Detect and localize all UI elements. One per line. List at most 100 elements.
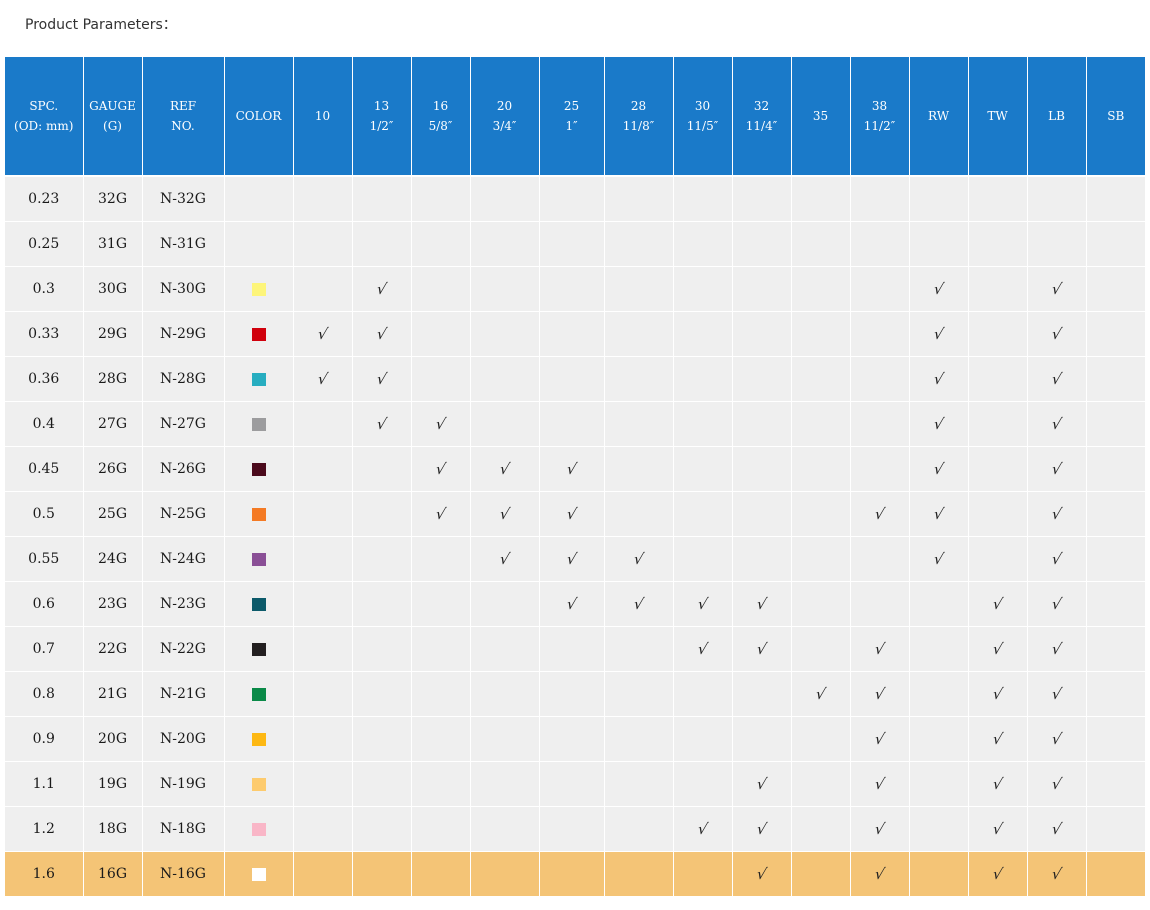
cell-28 bbox=[604, 446, 674, 492]
cell-30: √ bbox=[673, 626, 733, 672]
cell-10 bbox=[293, 401, 353, 447]
check-mark-icon: √ bbox=[497, 550, 512, 568]
column-header: 32 11/4″ bbox=[732, 57, 792, 176]
cell-16 bbox=[411, 761, 471, 807]
cell-10 bbox=[293, 266, 353, 312]
cell-13 bbox=[352, 491, 412, 537]
cell-sb bbox=[1086, 536, 1145, 582]
cell-ref: N-25G bbox=[142, 491, 225, 537]
cell-tw bbox=[968, 401, 1028, 447]
cell-10 bbox=[293, 671, 353, 717]
column-header: 20 3/4″ bbox=[470, 57, 540, 176]
check-mark-icon: √ bbox=[564, 460, 579, 478]
cell-ref: N-24G bbox=[142, 536, 225, 582]
check-mark-icon: √ bbox=[872, 730, 887, 748]
table-row: 0.45 26G N-26G √ √ √ √ √ bbox=[5, 446, 1145, 492]
cell-lb: √ bbox=[1027, 536, 1087, 582]
cell-30 bbox=[673, 221, 733, 267]
cell-od: 0.3 bbox=[5, 266, 84, 312]
column-header: 38 11/2″ bbox=[850, 57, 910, 176]
cell-13 bbox=[352, 671, 412, 717]
column-header-sublabel: 1/2″ bbox=[369, 119, 394, 133]
cell-32 bbox=[732, 716, 792, 762]
color-swatch bbox=[251, 462, 266, 476]
check-mark-icon: √ bbox=[990, 775, 1005, 793]
cell-tw bbox=[968, 536, 1028, 582]
cell-lb: √ bbox=[1027, 266, 1087, 312]
cell-32 bbox=[732, 491, 792, 537]
cell-od: 0.5 bbox=[5, 491, 84, 537]
cell-lb: √ bbox=[1027, 401, 1087, 447]
cell-lb: √ bbox=[1027, 581, 1087, 627]
check-mark-icon: √ bbox=[1049, 775, 1064, 793]
cell-16 bbox=[411, 671, 471, 717]
cell-tw bbox=[968, 491, 1028, 537]
cell-13 bbox=[352, 175, 412, 222]
cell-35 bbox=[791, 221, 851, 267]
color-swatch bbox=[251, 507, 266, 521]
cell-sb bbox=[1086, 311, 1145, 357]
cell-38: √ bbox=[850, 671, 910, 717]
cell-10: √ bbox=[293, 311, 353, 357]
cell-lb bbox=[1027, 175, 1087, 222]
cell-lb: √ bbox=[1027, 446, 1087, 492]
cell-gauge: 24G bbox=[83, 536, 143, 582]
cell-28 bbox=[604, 806, 674, 852]
cell-ref: N-21G bbox=[142, 671, 225, 717]
cell-30 bbox=[673, 356, 733, 402]
check-mark-icon: √ bbox=[695, 820, 710, 838]
cell-32 bbox=[732, 175, 792, 222]
cell-tw: √ bbox=[968, 851, 1028, 897]
column-header-label: GAUGE bbox=[89, 99, 136, 113]
color-swatch bbox=[251, 597, 266, 611]
cell-gauge: 21G bbox=[83, 671, 143, 717]
cell-10 bbox=[293, 806, 353, 852]
cell-10 bbox=[293, 536, 353, 582]
cell-13 bbox=[352, 716, 412, 762]
check-mark-icon: √ bbox=[990, 820, 1005, 838]
cell-lb: √ bbox=[1027, 626, 1087, 672]
cell-20 bbox=[470, 401, 540, 447]
cell-tw: √ bbox=[968, 716, 1028, 762]
cell-13 bbox=[352, 851, 412, 897]
cell-gauge: 32G bbox=[83, 175, 143, 222]
cell-10 bbox=[293, 221, 353, 267]
cell-tw bbox=[968, 311, 1028, 357]
cell-color bbox=[224, 401, 294, 447]
cell-10: √ bbox=[293, 356, 353, 402]
check-mark-icon: √ bbox=[931, 325, 946, 343]
cell-ref: N-29G bbox=[142, 311, 225, 357]
cell-rw bbox=[909, 716, 969, 762]
cell-10 bbox=[293, 626, 353, 672]
column-header-sublabel: 3/4″ bbox=[492, 119, 517, 133]
check-mark-icon: √ bbox=[931, 505, 946, 523]
cell-gauge: 30G bbox=[83, 266, 143, 312]
cell-lb: √ bbox=[1027, 806, 1087, 852]
cell-od: 0.45 bbox=[5, 446, 84, 492]
column-header: SPC. (OD: mm) bbox=[5, 57, 84, 176]
cell-rw: √ bbox=[909, 446, 969, 492]
check-mark-icon: √ bbox=[754, 595, 769, 613]
cell-28 bbox=[604, 266, 674, 312]
cell-tw: √ bbox=[968, 626, 1028, 672]
table-row: 0.55 24G N-24G √ √ √ √ √ bbox=[5, 536, 1145, 582]
cell-16 bbox=[411, 851, 471, 897]
table-row: 0.9 20G N-20G √ √ √ bbox=[5, 716, 1145, 762]
cell-38: √ bbox=[850, 626, 910, 672]
column-header: SB bbox=[1086, 57, 1145, 176]
cell-sb bbox=[1086, 806, 1145, 852]
cell-gauge: 22G bbox=[83, 626, 143, 672]
check-mark-icon: √ bbox=[374, 280, 389, 298]
check-mark-icon: √ bbox=[931, 460, 946, 478]
column-header-label: TW bbox=[987, 109, 1008, 123]
cell-gauge: 28G bbox=[83, 356, 143, 402]
cell-sb bbox=[1086, 851, 1145, 897]
cell-rw bbox=[909, 671, 969, 717]
cell-16 bbox=[411, 626, 471, 672]
color-swatch bbox=[251, 372, 266, 386]
color-swatch bbox=[251, 777, 266, 791]
cell-ref: N-30G bbox=[142, 266, 225, 312]
cell-color bbox=[224, 626, 294, 672]
cell-13 bbox=[352, 761, 412, 807]
cell-16: √ bbox=[411, 446, 471, 492]
